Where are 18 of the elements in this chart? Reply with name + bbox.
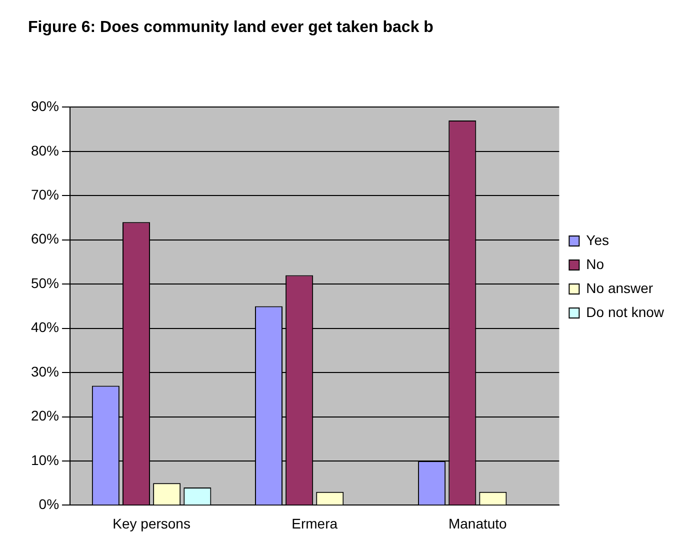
y-tick-label: 80% xyxy=(30,142,60,158)
legend-label: Do not know xyxy=(586,304,665,320)
y-tick-label: 50% xyxy=(30,274,60,291)
x-tick-label: Ermera xyxy=(292,515,338,532)
y-tick-label: 60% xyxy=(30,230,60,247)
x-tick-label: Key persons xyxy=(112,515,190,532)
x-tick-label: Manatuto xyxy=(448,515,508,532)
legend-label: No answer xyxy=(586,280,654,296)
chart-title: Figure 6: Does community land ever get taken back b xyxy=(28,19,434,36)
y-tick-label: 90% xyxy=(30,98,60,114)
y-tick-label: 70% xyxy=(30,186,60,203)
legend-label: Yes xyxy=(586,232,610,248)
y-tick-label: 30% xyxy=(30,363,60,380)
legend-label: No xyxy=(586,256,604,272)
y-tick-label: 10% xyxy=(30,452,60,468)
y-tick-label: 40% xyxy=(30,319,60,336)
y-tick-label: 20% xyxy=(30,408,60,424)
y-tick-label: 0% xyxy=(38,496,60,512)
